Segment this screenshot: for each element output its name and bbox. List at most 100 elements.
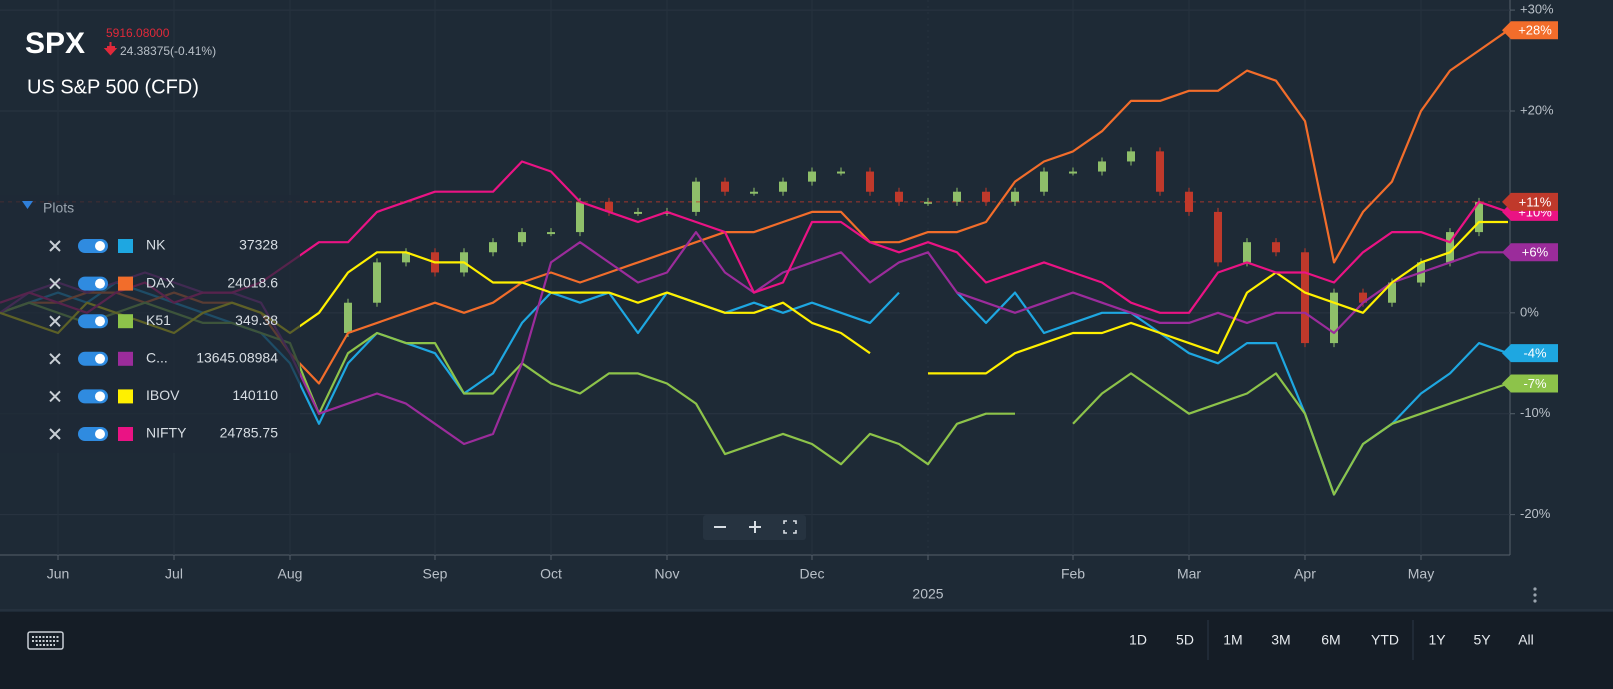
x-tick-label: Apr (1294, 566, 1316, 582)
legend-value: 37328 (239, 237, 278, 253)
candle (1359, 292, 1367, 303)
range-button[interactable]: 5Y (1473, 632, 1491, 648)
candle (1301, 252, 1309, 344)
toggle-knob (95, 241, 105, 251)
end-tag (1502, 374, 1558, 393)
dot (1533, 587, 1537, 591)
change: 24.38375(-0.41%) (120, 44, 216, 58)
legend-swatch (118, 427, 133, 441)
legend-value: 140110 (232, 387, 278, 403)
dot (1533, 593, 1537, 597)
candle (1330, 292, 1338, 344)
candle (1040, 171, 1048, 192)
x-tick-label: Dec (800, 566, 825, 582)
down-arrow (103, 42, 118, 56)
range-button[interactable]: 5D (1176, 632, 1194, 648)
range-button[interactable]: 1D (1129, 632, 1147, 648)
end-tag (1502, 21, 1558, 40)
end-tag (1502, 243, 1558, 262)
candle (1446, 232, 1454, 263)
legend-name: C... (146, 350, 168, 366)
remove-button[interactable] (49, 277, 61, 290)
toggle-knob (95, 278, 105, 289)
legend-name: K51 (146, 312, 171, 328)
candle (547, 232, 555, 235)
y-tick-label: +30% (1520, 2, 1554, 17)
toggle-knob (95, 353, 105, 364)
remove-button[interactable] (49, 390, 61, 403)
candle (1098, 161, 1106, 172)
candle (489, 242, 497, 253)
legend-swatch (118, 351, 133, 366)
candle (344, 302, 352, 333)
remove-button[interactable] (49, 240, 61, 252)
legend-swatch (118, 314, 133, 329)
candle (866, 171, 874, 192)
fullscreen[interactable] (783, 520, 797, 534)
x-tick-label: Nov (655, 566, 680, 582)
y-tick-label: 0% (1520, 304, 1539, 319)
candle (721, 181, 729, 192)
keyboard-icon[interactable] (27, 631, 64, 650)
remove-button[interactable] (49, 428, 61, 440)
candle (1185, 191, 1193, 212)
remove-button[interactable] (49, 315, 61, 327)
candle (634, 211, 642, 214)
candle (1011, 191, 1019, 202)
candle (924, 201, 932, 204)
candle (692, 181, 700, 212)
legend-title: Plots (43, 200, 74, 216)
overlay: SPX 5916.08000 24.38375(-0.41%) US S&P 5… (0, 2, 1558, 660)
x-tick-label: Aug (278, 566, 303, 582)
symbol: SPX (25, 27, 85, 60)
candle (750, 191, 758, 194)
legend-name: DAX (146, 274, 175, 290)
candle (1475, 201, 1483, 233)
more-menu[interactable] (1533, 587, 1537, 603)
keyboard-keys (32, 636, 59, 646)
legend-value: 13645.08984 (196, 350, 278, 366)
range-button[interactable]: YTD (1371, 632, 1399, 648)
toggle-knob (95, 316, 105, 327)
y-tick-label: -10% (1520, 405, 1551, 420)
candle (576, 201, 584, 233)
x-tick-label: Mar (1177, 566, 1201, 582)
collapse-icon[interactable] (22, 201, 33, 209)
candle (1214, 211, 1222, 263)
candle (1156, 151, 1164, 192)
legend-swatch (118, 239, 133, 253)
candle (1272, 242, 1280, 253)
candle (518, 232, 526, 243)
range-button[interactable]: 6M (1321, 632, 1340, 648)
legend-swatch (118, 276, 133, 291)
range-button[interactable]: 3M (1271, 632, 1290, 648)
candle (1127, 151, 1135, 162)
range-button[interactable]: 1M (1223, 632, 1242, 648)
end-label: +11% (1519, 194, 1552, 209)
toggle-knob (95, 391, 105, 402)
x-tick-label: May (1408, 566, 1434, 582)
candle (895, 191, 903, 202)
legend-name: IBOV (146, 387, 180, 403)
legend-name: NK (146, 237, 166, 253)
candle (605, 201, 613, 212)
range-button[interactable]: All (1518, 632, 1534, 648)
candle (1069, 171, 1077, 174)
legend-value: 349.38 (235, 312, 278, 328)
remove-button[interactable] (49, 353, 61, 365)
zoom-controls (703, 515, 806, 540)
zoom-in[interactable] (749, 521, 761, 533)
legend-panel (0, 195, 300, 453)
legend-value: 24785.75 (220, 425, 279, 441)
legend-value: 24018.6 (227, 274, 278, 290)
candle (779, 181, 787, 192)
x-tick-label: Jun (47, 566, 70, 582)
end-label: +6% (1522, 245, 1549, 260)
x-tick-label: 2025 (912, 586, 943, 602)
end-label: +28% (1518, 23, 1552, 38)
range-button[interactable]: 1Y (1428, 632, 1446, 648)
y-tick-label: +20% (1520, 102, 1554, 117)
candle (402, 252, 410, 263)
end-label: -4% (1523, 346, 1547, 361)
